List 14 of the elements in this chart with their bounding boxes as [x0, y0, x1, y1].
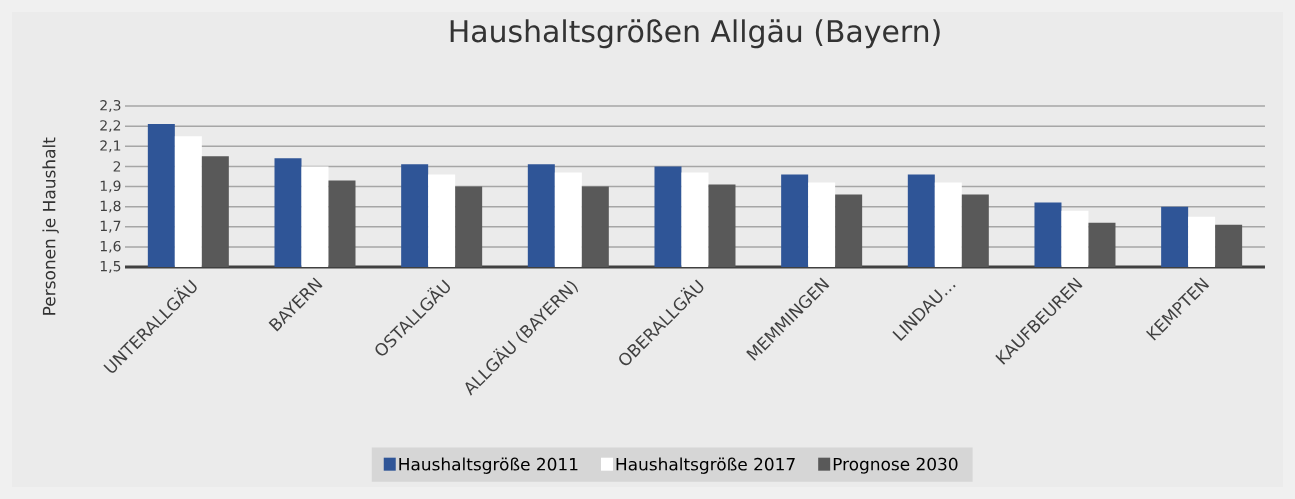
- y-tick-label: 2,3: [100, 100, 121, 112]
- legend-label: Prognose 2030: [833, 457, 958, 474]
- y-tick-label: 1,9: [100, 180, 121, 193]
- y-tick-label: 1,7: [100, 220, 121, 233]
- chart-title: Haushaltsgrößen Allgäu (Bayern): [450, 19, 940, 49]
- legend-label: Haushaltsgröße 2017: [616, 457, 795, 474]
- y-axis-title: Personen je Haushalt: [42, 137, 59, 315]
- legend-label: Haushaltsgröße 2011: [399, 457, 578, 474]
- y-tick-label: 2,1: [100, 140, 121, 153]
- y-tick-label: 2,2: [100, 120, 121, 133]
- y-tick-label: 2: [113, 161, 121, 172]
- y-tick-label: 1,8: [100, 200, 121, 213]
- y-tick-label: 1,6: [100, 240, 121, 253]
- y-tick-label: 1,5: [100, 261, 121, 273]
